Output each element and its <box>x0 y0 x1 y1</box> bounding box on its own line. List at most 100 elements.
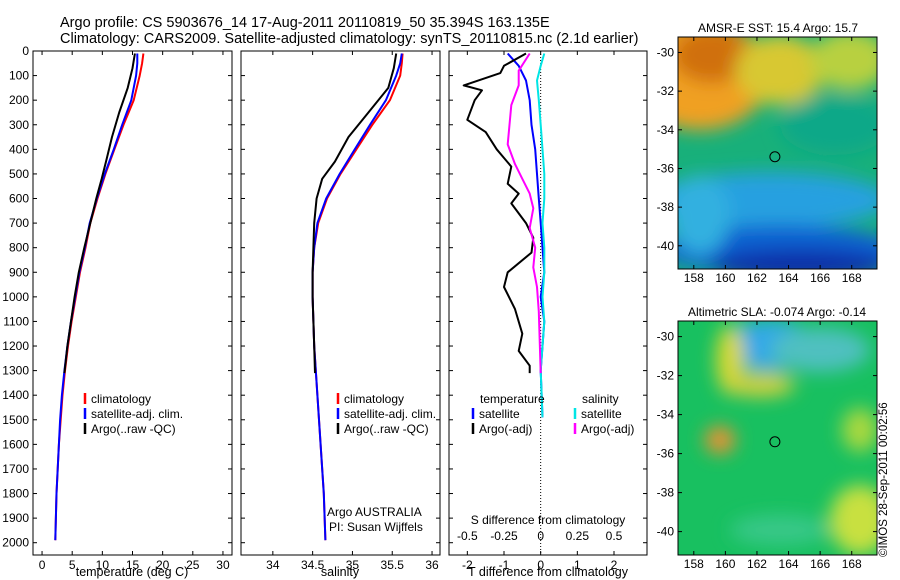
difference-profiles <box>462 52 546 418</box>
difference-panel: -2 -1 0 1 2 -0.5 -0.25 0 0.25 0.5 temperature sa… <box>448 50 648 579</box>
map-x-tick-label: 166 <box>810 557 830 571</box>
map-y-tick-label: -32 <box>657 369 675 383</box>
sst-heatmap <box>678 37 877 269</box>
legend-label-temperature-satellite: satellite <box>479 407 520 421</box>
sst-map-axes: 158 160 162 164 166 168 -30 -32 -34 -36 -38 -40 <box>657 37 877 285</box>
x-tick-label: 34 <box>266 558 280 572</box>
map-y-tick-label: -32 <box>657 84 675 98</box>
series-line-climatology <box>54 53 145 541</box>
depth-axis: 0 100 200 300 400 500 600 700 800 900 1000 1100 1200… <box>2 44 232 550</box>
depth-tick-label: 1400 <box>2 388 29 402</box>
sla-map-panel: Altimetric SLA: -0.074 Argo: -0.14 158 16… <box>657 305 878 571</box>
map-y-tick-label: -34 <box>657 408 675 422</box>
s-tick-label: 0 <box>537 529 544 543</box>
sla-field-blobs <box>705 321 877 555</box>
x-tick-label: 36 <box>425 558 439 572</box>
x-tick-label: 34.5 <box>301 558 325 572</box>
sla-heatmap <box>678 321 877 555</box>
map-y-tick-label: -40 <box>657 239 675 253</box>
difference-legend: temperature satellite Argo(-adj) salinit… <box>471 392 634 436</box>
legend-label-argo: Argo(..raw -QC) <box>91 422 176 436</box>
series-line-argo-raw-qc- <box>63 53 136 374</box>
depth-tick-label: 1000 <box>2 290 29 304</box>
x-tick-label: 10 <box>96 558 110 572</box>
sla-yellow-east <box>842 408 877 452</box>
map-x-tick-label: 160 <box>715 271 735 285</box>
salinity-difference-axis: -0.5 -0.25 0 0.25 0.5 <box>457 529 623 543</box>
annotation-argo-australia: Argo AUSTRALIA <box>327 505 422 519</box>
depth-tick-label: 1600 <box>2 437 29 451</box>
depth-tick-label: 1500 <box>2 413 29 427</box>
legend-heading-salinity: salinity <box>582 392 619 406</box>
map-x-tick-label: 158 <box>684 271 704 285</box>
depth-tick-label: 2000 <box>2 536 29 550</box>
depth-tick-label: 800 <box>9 241 29 255</box>
s-tick-label: 0.5 <box>606 529 623 543</box>
legend-label-temperature-argo: Argo(-adj) <box>479 422 532 436</box>
legend-heading-temperature: temperature <box>480 392 545 406</box>
depth-tick-label: 400 <box>9 142 29 156</box>
temperature-axes-frame <box>32 50 233 556</box>
depth-tick-label: 200 <box>9 93 29 107</box>
series-line-salinity-satellite <box>536 53 546 418</box>
temperature-legend: climatology satellite-adj. clim. Argo(..… <box>83 392 183 436</box>
temperature-x-axis-label: temperature (deg C) <box>76 565 189 579</box>
x-tick-label: -1 <box>499 558 510 572</box>
map-x-tick-label: 160 <box>715 557 735 571</box>
temperature-panel: 0100200300400500600700800900100011001200… <box>2 44 233 579</box>
depth-tick-label: 1900 <box>2 511 29 525</box>
salinity-axes-frame <box>240 50 441 556</box>
sla-yellow-southeast <box>830 485 877 555</box>
legend-label-salinity-satellite: satellite <box>581 407 622 421</box>
sst-warm-core <box>678 37 752 83</box>
sla-map-frame <box>677 320 878 556</box>
difference-x-axis: -2 -1 0 1 2 <box>462 51 618 572</box>
depth-tick-label: 0 <box>22 44 29 58</box>
s-tick-label: 0.25 <box>566 529 590 543</box>
depth-tick-label: 1100 <box>3 314 29 328</box>
map-x-tick-label: 168 <box>842 557 862 571</box>
salinity-x-axis-label: salinity <box>321 565 360 579</box>
annotation-pi: PI: Susan Wijffels <box>329 520 423 534</box>
sst-cyan-west <box>678 175 730 255</box>
legend-label-climatology: climatology <box>344 392 404 406</box>
map-y-tick-label: -40 <box>657 525 675 539</box>
sla-warm-eddy <box>705 426 735 454</box>
depth-tick-label: 1800 <box>2 487 29 501</box>
salinity-depth-ticks <box>241 50 440 544</box>
depth-tick-label: 1700 <box>2 462 29 476</box>
x-tick-label: 1 <box>574 558 581 572</box>
temperature-difference-label: T difference from climatology <box>468 565 629 579</box>
temperature-profiles <box>54 53 145 541</box>
map-x-tick-label: 164 <box>779 557 799 571</box>
x-tick-label: 35 <box>346 558 360 572</box>
map-x-tick-label: 162 <box>747 271 767 285</box>
sla-teal-south <box>730 515 830 545</box>
legend-label-salinity-argo: Argo(-adj) <box>581 422 634 436</box>
legend-label-satellite: satellite-adj. clim. <box>344 407 436 421</box>
sst-map-title: AMSR-E SST: 15.4 Argo: 15.7 <box>698 21 858 35</box>
difference-depth-ticks <box>449 50 647 544</box>
sla-yellow-ridge-east <box>725 373 795 397</box>
sla-map-axes: 158 160 162 164 166 168 -30 -32 -34 -36 -38 -40 <box>657 321 877 571</box>
map-x-tick-label: 164 <box>779 271 799 285</box>
x-tick-label: 20 <box>156 558 170 572</box>
x-tick-label: -2 <box>462 558 473 572</box>
difference-axes-frame <box>448 50 648 556</box>
depth-tick-label: 300 <box>9 118 29 132</box>
x-tick-label: 30 <box>216 558 230 572</box>
header-title-line-2: Climatology: CARS2009. Satellite-adjuste… <box>60 31 638 47</box>
s-tick-label: -0.25 <box>490 529 518 543</box>
x-tick-label: 25 <box>186 558 200 572</box>
depth-tick-label: 900 <box>9 265 29 279</box>
depth-tick-label: 100 <box>9 69 29 83</box>
map-y-tick-label: -36 <box>657 447 675 461</box>
map-y-tick-label: -30 <box>657 330 675 344</box>
x-tick-label: 0 <box>39 558 46 572</box>
x-tick-label: 15 <box>126 558 140 572</box>
legend-label-climatology: climatology <box>91 392 151 406</box>
map-x-tick-label: 168 <box>842 271 862 285</box>
depth-tick-label: 600 <box>9 192 29 206</box>
sla-map-title: Altimetric SLA: -0.074 Argo: -0.14 <box>688 305 866 319</box>
